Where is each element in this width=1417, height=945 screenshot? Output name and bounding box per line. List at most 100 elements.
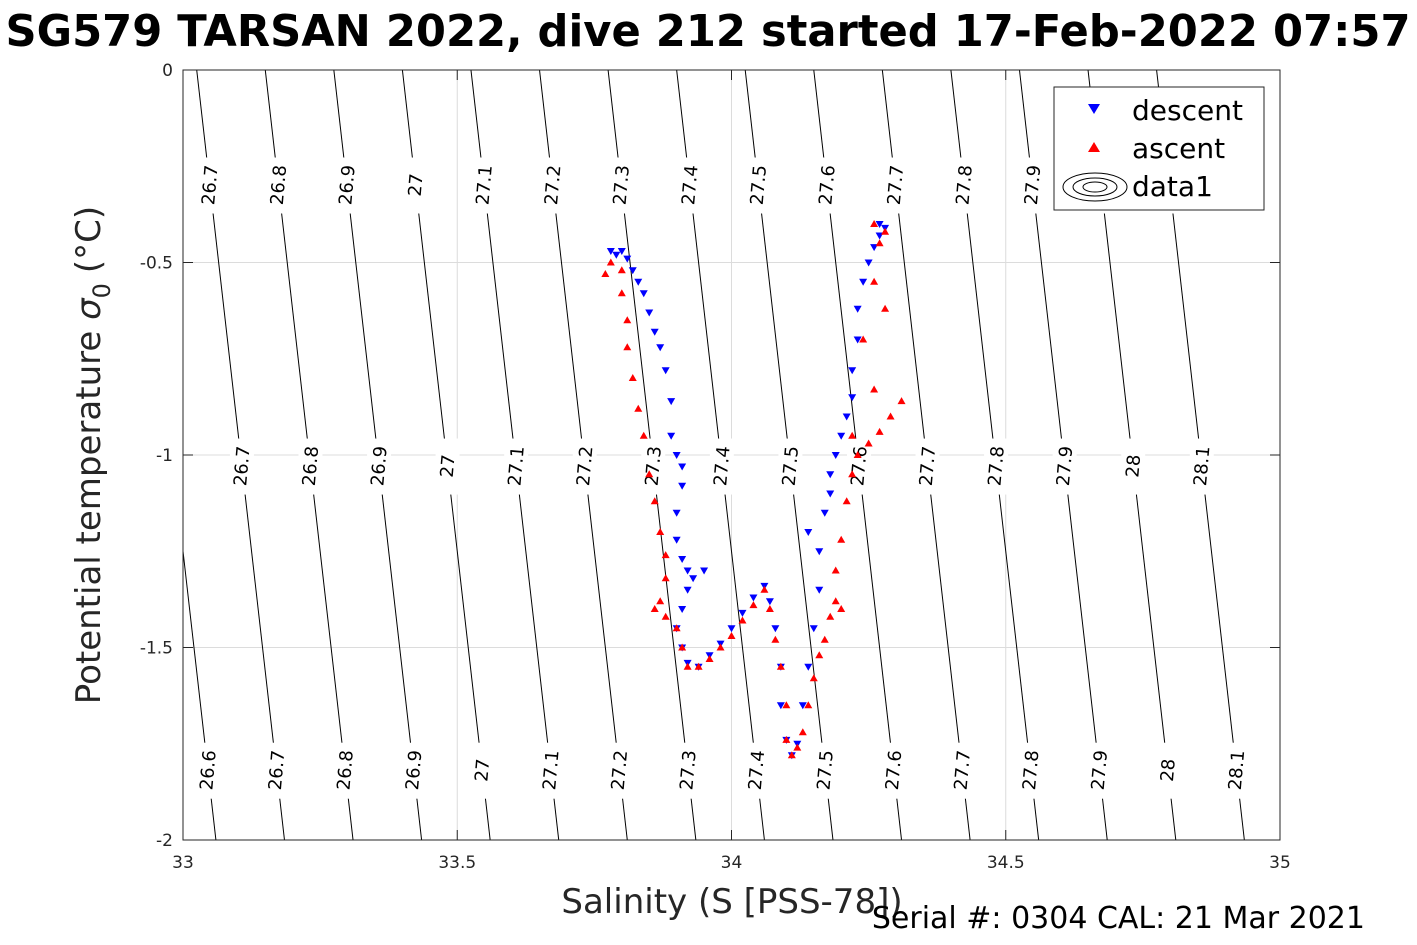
isopycnal-label-gap	[641, 438, 666, 495]
isopycnal-label: 26.9	[402, 749, 426, 791]
isopycnal-label: 26.6	[196, 749, 220, 791]
ascent-point	[870, 277, 879, 285]
descent-point	[837, 432, 846, 440]
descent-point	[853, 336, 862, 344]
descent-point	[650, 328, 659, 336]
isopycnal-label: 27.2	[608, 749, 632, 791]
isopycnal-label-gap	[1189, 438, 1214, 495]
isopycnal-label-gap	[197, 157, 222, 214]
descent-point	[826, 490, 835, 498]
descent-point	[776, 702, 785, 710]
isopycnal-label: 26.7	[198, 164, 222, 206]
ascent-point	[694, 662, 703, 670]
isopycnal-label: 28	[1122, 454, 1145, 479]
ascent-point	[820, 635, 829, 643]
descent-point	[678, 482, 687, 490]
y-axis-label-text: Potential temperature	[69, 331, 109, 704]
isopycnal-label-gap	[229, 438, 254, 495]
isopycnal-label-gap	[367, 438, 392, 495]
ascent-point	[661, 574, 670, 582]
isopycnal-label-gap	[814, 157, 839, 214]
descent-point	[815, 586, 824, 594]
descent-point	[678, 555, 687, 563]
isopycnal-label: 26.8	[333, 749, 357, 791]
isopycnal-label-gap	[778, 438, 803, 495]
ascent-point	[683, 662, 692, 670]
descent-point	[831, 452, 840, 459]
ascent-point	[776, 662, 785, 670]
ascent-point	[804, 701, 813, 709]
isopycnal-label: 26.9	[335, 164, 359, 206]
isopycnal-label-gap	[609, 157, 634, 214]
descent-point	[667, 432, 676, 440]
descent-point	[667, 398, 676, 406]
isopycnal-label-gap	[881, 742, 906, 799]
descent-point	[804, 529, 813, 536]
isopycnal-label-gap	[538, 742, 563, 799]
isopycnal-label: 27.7	[916, 445, 940, 487]
x-tick-label: 35	[1269, 853, 1291, 873]
descent-point	[749, 594, 758, 602]
isopycnal-label-gap	[504, 438, 529, 495]
descent-point	[848, 394, 857, 402]
isopycnal-label: 27.9	[1088, 749, 1112, 791]
isopycnal-label-gap	[266, 157, 291, 214]
y-tick-label: -2	[156, 831, 173, 851]
descent-point	[771, 625, 780, 633]
ascent-point	[859, 335, 868, 343]
ascent-point	[831, 597, 840, 605]
x-tick-label: 34.5	[987, 853, 1025, 873]
ascent-point	[848, 431, 857, 439]
isopycnal-label-gap	[607, 742, 632, 799]
isopycnal-label-gap	[1018, 742, 1043, 799]
descent-point	[859, 278, 868, 286]
isopycnal-label: 27.3	[610, 164, 634, 206]
descent-point	[639, 290, 648, 298]
ascent-point	[678, 643, 687, 651]
descent-point	[606, 247, 615, 255]
isopycnal-label: 27	[471, 758, 494, 783]
isopycnal-label-gap	[813, 742, 838, 799]
ascent-point	[645, 470, 654, 478]
descent-point	[738, 609, 747, 617]
isopycnal-label: 27.5	[747, 164, 771, 206]
isopycnal-label-gap	[984, 438, 1009, 495]
isopycnal-label-gap	[1052, 438, 1077, 495]
ascent-point	[831, 566, 840, 574]
descent-point	[689, 575, 698, 583]
ascent-point	[749, 601, 758, 609]
isopycnal-label: 27.1	[539, 749, 563, 791]
ascent-point	[881, 227, 890, 235]
ascent-point	[864, 439, 873, 447]
y-axis-label-subscript: 0	[88, 283, 116, 298]
svg-text:Potential temperature σ0(°C): Potential temperature σ0 (°C)	[69, 206, 116, 704]
ascent-point	[787, 751, 796, 759]
y-tick-label: -0.5	[140, 254, 173, 274]
y-axis-label: Potential temperature σ0 (°C)	[69, 206, 116, 704]
isopycnal-label-gap	[915, 438, 940, 495]
descent-point	[661, 367, 670, 375]
isopycnal-label-gap	[744, 742, 769, 799]
isopycnal-label: 27.1	[472, 164, 496, 206]
isopycnal-label-gap	[298, 438, 323, 495]
ascent-point	[656, 597, 665, 605]
ascent-point	[842, 497, 851, 505]
isopycnal-label-gap	[540, 157, 565, 214]
isopycnal-label: 27	[437, 454, 460, 479]
isopycnal-label: 26.8	[267, 164, 291, 206]
x-tick-label: 33.5	[438, 853, 476, 873]
y-axis-label-unit: (°C)	[69, 206, 109, 273]
descent-point	[645, 309, 654, 317]
legend-ascent-marker	[1088, 142, 1100, 152]
descent-point	[672, 536, 681, 544]
ascent-point	[870, 385, 879, 393]
descent-point	[809, 625, 818, 633]
ascent-point	[650, 497, 659, 505]
isopycnal-label-gap	[196, 742, 221, 799]
y-axis-ticks: 0 -0.5 -1 -1.5 -2	[140, 61, 1280, 851]
isopycnal-label-gap	[846, 438, 871, 495]
descent-point	[672, 509, 681, 517]
isopycnal-label: 27.4	[745, 749, 769, 791]
ascent-point	[628, 374, 637, 381]
descent-point	[848, 367, 857, 375]
